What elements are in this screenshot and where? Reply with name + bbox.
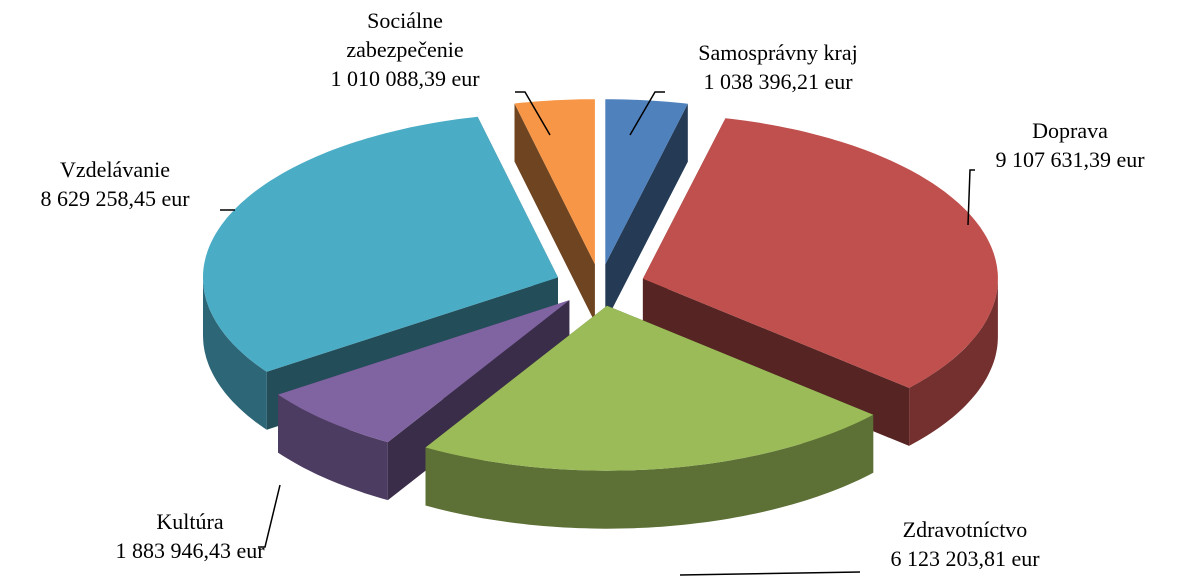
- category-label: Samosprávny kraj: [698, 40, 858, 65]
- slice: [642, 118, 998, 388]
- slice-side: [514, 103, 595, 323]
- leader-line: [967, 169, 975, 226]
- slice-wall: [909, 278, 998, 446]
- slice: [425, 305, 874, 471]
- slice-label: Doprava 9 107 631,39 eur: [955, 116, 1178, 174]
- value-label: 1 010 088,39 eur: [330, 66, 480, 91]
- slice-label: Sociálne zabezpečenie 1 010 088,39 eur: [325, 6, 485, 93]
- slice-label: Kultúra 1 883 946,43 eur: [80, 507, 300, 565]
- slice-wall: [278, 394, 388, 501]
- slice-label: Zdravotníctvo 6 123 203,81 eur: [850, 515, 1080, 573]
- category-label: Sociálne zabezpečenie: [346, 8, 464, 62]
- category-label: Vzdelávanie: [60, 157, 170, 182]
- slice: [203, 116, 558, 372]
- value-label: 8 629 258,45 eur: [40, 186, 190, 211]
- slice-side: [605, 103, 688, 323]
- slice: [605, 99, 688, 265]
- slice: [514, 99, 595, 265]
- slice-label: Vzdelávanie 8 629 258,45 eur: [0, 155, 230, 213]
- slice: [278, 300, 570, 443]
- value-label: 1 038 396,21 eur: [703, 69, 853, 94]
- category-label: Kultúra: [156, 509, 224, 534]
- value-label: 9 107 631,39 eur: [995, 147, 1145, 172]
- value-label: 1 883 946,43 eur: [115, 538, 265, 563]
- leader-line: [515, 91, 551, 136]
- value-label: 6 123 203,81 eur: [890, 546, 1040, 571]
- leader-line: [258, 484, 281, 548]
- leader-line: [629, 91, 665, 136]
- category-label: Doprava: [1032, 118, 1108, 143]
- category-label: Zdravotníctvo: [902, 517, 1028, 542]
- slice-wall: [425, 414, 874, 529]
- slice-label: Samosprávny kraj 1 038 396,21 eur: [648, 38, 908, 96]
- leader-line: [679, 571, 861, 576]
- slice-wall: [203, 277, 267, 430]
